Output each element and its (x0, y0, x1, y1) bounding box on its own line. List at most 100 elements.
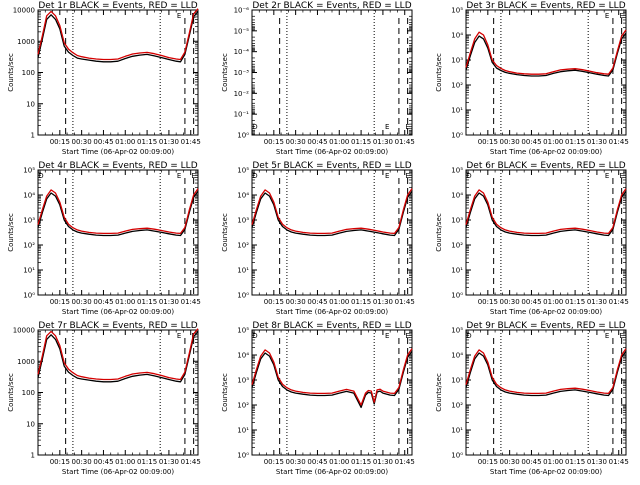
series-line-lld (465, 29, 627, 75)
y-tick-label: 10000 (13, 7, 35, 15)
x-tick-label: 01:30 (159, 298, 179, 306)
x-tick-label: 00:15 (478, 138, 498, 146)
y-tick-label: 10⁻² (234, 90, 250, 98)
y-tick-label: 10³ (237, 377, 249, 385)
x-tick-label: 01:30 (587, 138, 607, 146)
marker-flag-label: E (177, 332, 181, 340)
x-axis-label: Start Time (06-Apr-02 00:09:00) (490, 468, 602, 476)
y-tick-label: 10⁰ (237, 292, 249, 300)
x-tick-label: 01:15 (565, 458, 585, 466)
y-tick-label: 10⁴ (451, 352, 463, 360)
marker-flag-label: E (619, 332, 623, 340)
chart-title: Det 6r BLACK = Events, RED = LLD (466, 161, 625, 171)
y-tick-label: 1000 (17, 358, 35, 366)
marker-flag-label: D (466, 332, 471, 340)
x-tick-label: 01:00 (543, 298, 563, 306)
marker-flag-label: E (405, 172, 409, 180)
y-tick-label: 10² (451, 242, 463, 250)
y-axis-label: Counts/sec (221, 373, 229, 412)
y-tick-label: 10³ (451, 57, 463, 65)
marker-flag-label: D (38, 172, 43, 180)
y-tick-label: 10⁰ (237, 132, 249, 140)
x-axis-label: Start Time (06-Apr-02 00:09:00) (62, 148, 174, 156)
marker-flag-label: E (405, 123, 409, 131)
y-tick-label: 10⁴ (23, 192, 35, 200)
x-tick-label: 01:30 (373, 298, 393, 306)
x-tick-label: 00:15 (478, 458, 498, 466)
y-axis-label: Counts/sec (7, 373, 15, 412)
y-axis-label: Counts/sec (435, 373, 443, 412)
marker-flag-label: D (252, 172, 257, 180)
y-tick-label: 10³ (451, 377, 463, 385)
y-axis-label: Counts/sec (221, 213, 229, 252)
y-axis-label: Counts/sec (435, 53, 443, 92)
y-axis-label: Counts/sec (221, 53, 229, 92)
x-axis-label: Start Time (06-Apr-02 00:09:00) (276, 468, 388, 476)
y-tick-label: 10¹ (451, 427, 463, 435)
y-tick-label: 10⁴ (451, 32, 463, 40)
y-tick-label: 10⁻⁴ (234, 48, 250, 56)
marker-flag-label: E (385, 172, 389, 180)
x-tick-label: 01:45 (609, 298, 629, 306)
series-line-events (465, 190, 627, 237)
y-tick-label: 10⁴ (237, 352, 249, 360)
x-tick-label: 01:30 (587, 298, 607, 306)
x-tick-label: 01:00 (543, 138, 563, 146)
chart-panel-8: Det 8r BLACK = Events, RED = LLD 10⁰ 10¹ 10… (221, 321, 415, 476)
chart-title: Det 2r BLACK = Events, RED = LLD (252, 1, 411, 11)
x-tick-label: 00:30 (286, 298, 306, 306)
plot-frame (251, 9, 413, 136)
y-tick-label: 10¹ (451, 107, 463, 115)
x-axis-label: Start Time (06-Apr-02 00:09:00) (276, 148, 388, 156)
y-tick-label: 10³ (451, 217, 463, 225)
chart-title: Det 7r BLACK = Events, RED = LLD (38, 321, 197, 331)
marker-flag-label: D (252, 332, 257, 340)
chart-title: Det 3r BLACK = Events, RED = LLD (466, 1, 625, 11)
x-tick-label: 01:45 (181, 298, 201, 306)
x-axis-label: Start Time (06-Apr-02 00:09:00) (62, 468, 174, 476)
x-tick-label: 01:15 (351, 458, 371, 466)
x-tick-label: 01:00 (329, 458, 349, 466)
y-tick-label: 10³ (23, 217, 35, 225)
series-line-events (251, 350, 413, 409)
y-tick-label: 10⁵ (451, 167, 463, 175)
x-tick-label: 00:30 (500, 458, 520, 466)
x-tick-label: 00:30 (72, 458, 92, 466)
chart-panel-1: Det 1r BLACK = Events, RED = LLD 1 10 100 10… (7, 1, 201, 156)
y-tick-label: 10⁰ (451, 132, 463, 140)
chart-panel-7: Det 7r BLACK = Events, RED = LLD 1 10 100 10… (7, 321, 201, 476)
series-line-lld (465, 348, 627, 395)
y-tick-label: 10⁵ (23, 167, 35, 175)
series-line-events (37, 10, 199, 63)
chart-title: Det 4r BLACK = Events, RED = LLD (38, 161, 197, 171)
plot-frame (465, 9, 627, 136)
x-tick-label: 00:15 (264, 138, 284, 146)
y-tick-label: 10³ (237, 217, 249, 225)
y-tick-label: 10⁻¹ (234, 111, 250, 119)
x-tick-label: 01:45 (181, 458, 201, 466)
x-axis-label: Start Time (06-Apr-02 00:09:00) (490, 148, 602, 156)
marker-flag-label: E (385, 332, 389, 340)
x-tick-label: 00:15 (264, 458, 284, 466)
x-tick-label: 00:15 (478, 298, 498, 306)
x-tick-label: 00:15 (50, 298, 70, 306)
x-tick-label: 00:15 (50, 458, 70, 466)
y-tick-label: 10 (26, 100, 35, 108)
chart-title: Det 9r BLACK = Events, RED = LLD (466, 321, 625, 331)
x-tick-label: 01:15 (351, 298, 371, 306)
x-tick-label: 01:00 (329, 138, 349, 146)
series-line-events (37, 190, 199, 237)
series-line-lld (37, 328, 199, 381)
series-line-lld (37, 8, 199, 61)
x-tick-label: 01:45 (609, 138, 629, 146)
marker-flag-label: E (177, 12, 181, 20)
x-tick-label: 01:00 (115, 298, 135, 306)
marker-flag-label: D (252, 123, 257, 131)
chart-title: Det 5r BLACK = Events, RED = LLD (252, 161, 411, 171)
x-tick-label: 00:15 (50, 138, 70, 146)
y-tick-label: 10⁴ (237, 192, 249, 200)
marker-flag-label: E (605, 172, 609, 180)
marker-flag-label: E (605, 12, 609, 20)
x-tick-label: 01:00 (115, 138, 135, 146)
y-tick-label: 1 (31, 452, 35, 460)
